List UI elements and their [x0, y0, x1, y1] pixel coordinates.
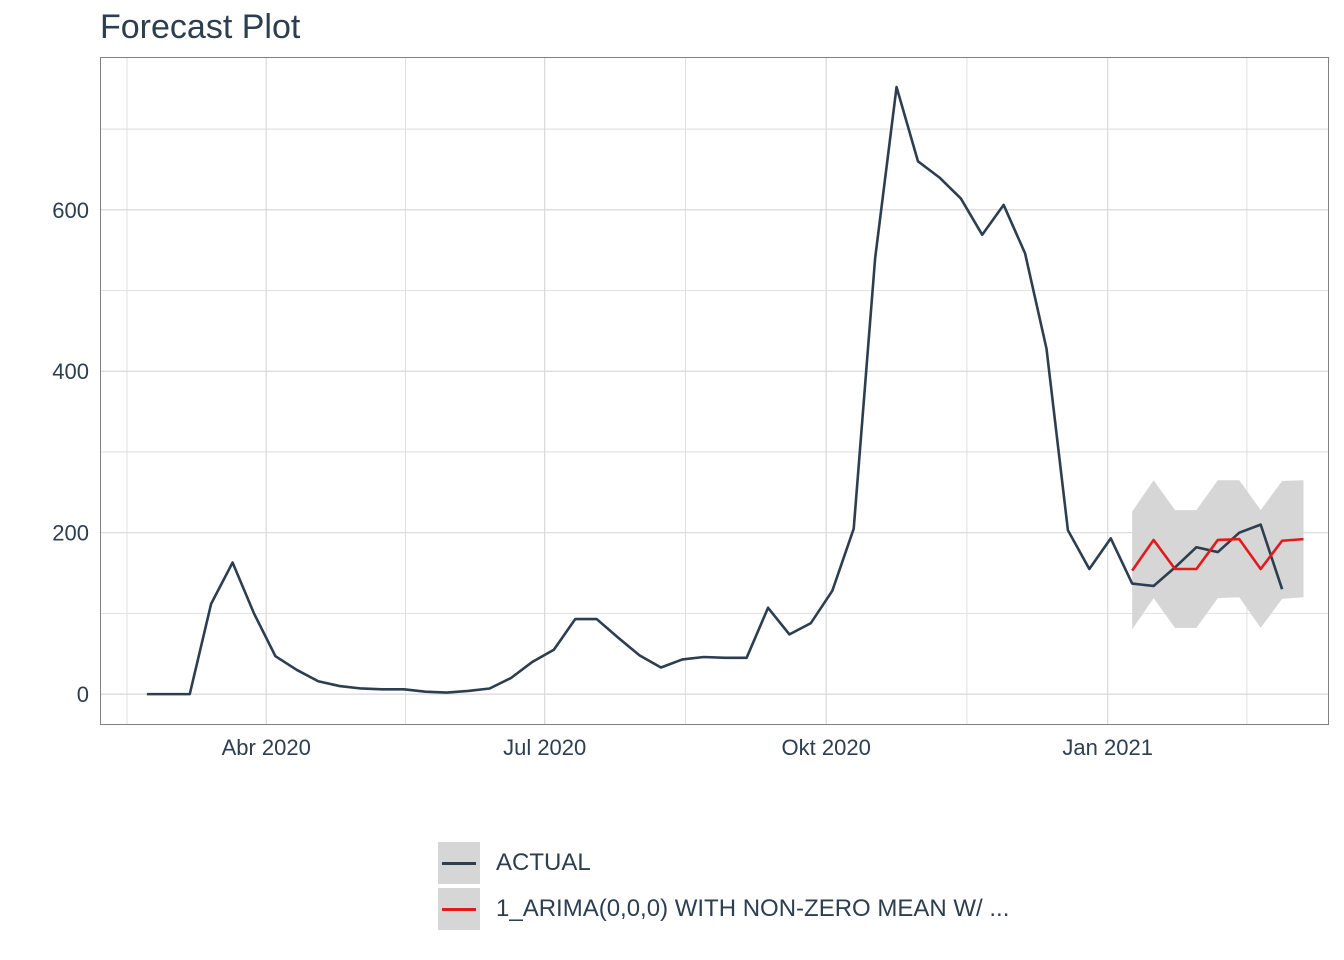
forecast-series-line	[1131, 537, 1304, 572]
legend-key-actual	[438, 842, 480, 884]
legend-line-forecast	[442, 908, 476, 911]
legend-label-forecast: 1_ARIMA(0,0,0) WITH NON-ZERO MEAN W/ ...	[496, 895, 1010, 922]
axis-labels: 0 200 400 600 Abr 2020 Jul 2020 Okt 2020 Jan 20…	[52, 198, 1153, 760]
y-tick-label: 200	[52, 521, 89, 546]
legend-line-actual	[442, 862, 476, 865]
legend-item-actual[interactable]: ACTUAL	[438, 840, 1009, 886]
actual-series-line	[146, 85, 1284, 696]
panel-border	[100, 57, 1329, 725]
confidence-ribbons	[1132, 480, 1304, 630]
legend-label-actual: ACTUAL	[496, 849, 591, 876]
legend-item-forecast[interactable]: 1_ARIMA(0,0,0) WITH NON-ZERO MEAN W/ ...	[438, 886, 1009, 932]
y-tick-label: 600	[52, 198, 89, 223]
x-tick-label: Jan 2021	[1062, 735, 1153, 760]
x-tick-label: Jul 2020	[503, 735, 586, 760]
x-tick-label: Abr 2020	[222, 735, 311, 760]
forecast-chart: 0 200 400 600 Abr 2020 Jul 2020 Okt 2020 Jan 20…	[52, 57, 1329, 760]
legend-key-forecast	[438, 888, 480, 930]
x-tick-label: Okt 2020	[782, 735, 871, 760]
confidence-ribbon-1	[1132, 480, 1304, 630]
y-tick-label: 400	[52, 359, 89, 384]
chart-title: Forecast Plot	[100, 8, 301, 46]
series-lines	[146, 85, 1304, 696]
grid-lines	[101, 58, 1328, 724]
y-tick-label: 0	[77, 682, 89, 707]
legend: ACTUAL 1_ARIMA(0,0,0) WITH NON-ZERO MEAN…	[438, 840, 1009, 932]
